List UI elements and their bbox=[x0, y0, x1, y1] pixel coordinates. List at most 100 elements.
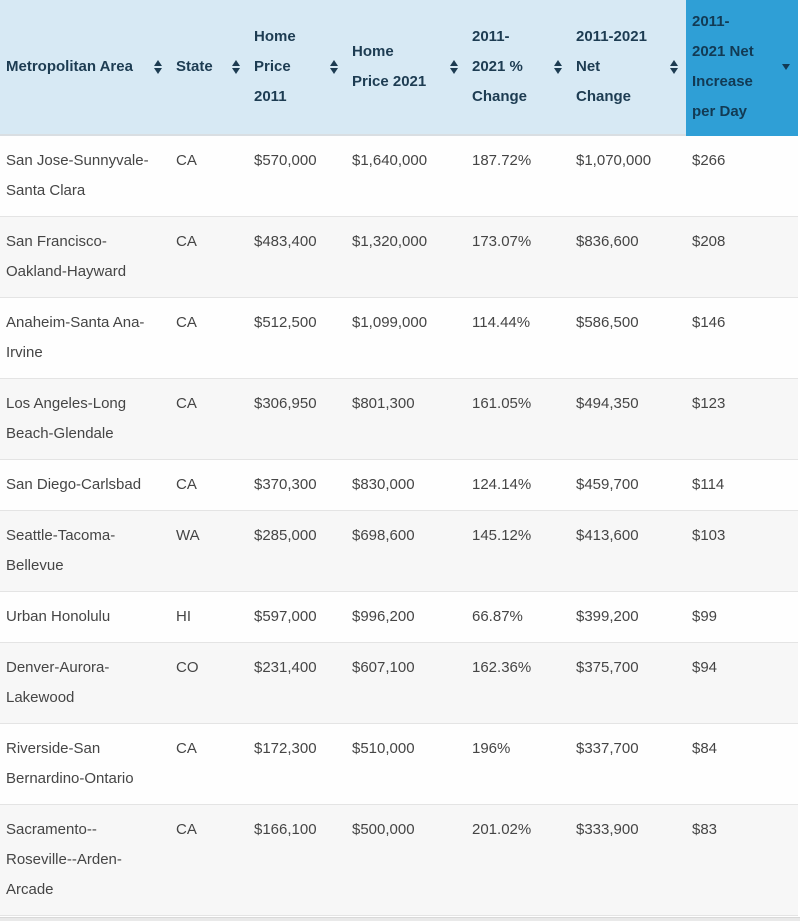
cell-home-price-2011: $306,950 bbox=[248, 378, 346, 460]
triangle-up bbox=[450, 60, 458, 66]
cell-home-price-2011: $483,400 bbox=[248, 216, 346, 298]
column-header-home-price-2011[interactable]: Home Price 2011 bbox=[248, 0, 346, 136]
cell-state: HI bbox=[170, 591, 248, 643]
table-row: Sacramento--Roseville--Arden-Arcade CA $16… bbox=[0, 804, 798, 916]
cell-metropolitan-area: Riverside-San Bernardino-Ontario bbox=[0, 723, 170, 805]
column-header-label: Metropolitan Area bbox=[6, 58, 133, 75]
triangle-down bbox=[450, 68, 458, 74]
sort-both-icon[interactable] bbox=[670, 60, 678, 74]
cell-home-price-2011: $166,100 bbox=[248, 804, 346, 916]
bottom-scrollbar-track[interactable] bbox=[0, 917, 800, 921]
cell-state: WA bbox=[170, 510, 248, 592]
cell-2011-2021-net-change: $375,700 bbox=[570, 642, 686, 724]
cell-net-increase-per-day: $84 bbox=[686, 723, 798, 805]
sort-both-icon[interactable] bbox=[554, 60, 562, 74]
cell-2011-2021-pct-change: 173.07% bbox=[466, 216, 570, 298]
triangle-up bbox=[330, 60, 338, 66]
cell-2011-2021-net-change: $459,700 bbox=[570, 459, 686, 511]
sort-both-icon[interactable] bbox=[330, 60, 338, 74]
cell-home-price-2011: $597,000 bbox=[248, 591, 346, 643]
cell-2011-2021-pct-change: 161.05% bbox=[466, 378, 570, 460]
cell-metropolitan-area: San Diego-Carlsbad bbox=[0, 459, 170, 511]
column-header-content: 2011- 2021 % Change bbox=[472, 22, 564, 112]
cell-home-price-2021: $1,640,000 bbox=[352, 152, 428, 169]
cell-2011-2021-pct-change: 66.87% bbox=[466, 591, 570, 643]
cell-2011-2021-pct-change: 196% bbox=[466, 723, 570, 805]
cell-2011-2021-net-change: $333,900 bbox=[570, 804, 686, 916]
cell-state: CA bbox=[170, 216, 248, 298]
triangle-down bbox=[154, 68, 162, 74]
triangle-up bbox=[554, 60, 562, 66]
column-header-label: Home Price 2021 bbox=[352, 43, 427, 90]
table-row: Urban Honolulu HI $597,000 $996,200 66.87% $3… bbox=[0, 591, 798, 643]
cell-metropolitan-area: Sacramento--Roseville--Arden-Arcade bbox=[0, 804, 170, 916]
table-row: San Jose-Sunnyvale-Santa Clara CA $570,000… bbox=[0, 135, 798, 217]
cell-net-increase-per-day: $123 bbox=[686, 378, 798, 460]
table-row: Anaheim-Santa Ana-Irvine CA $512,500 $1,099… bbox=[0, 297, 798, 379]
cell-net-increase-per-day: $266 bbox=[692, 152, 726, 169]
column-header-2011-2021-net-change[interactable]: 2011-2021 Net Change bbox=[570, 0, 686, 136]
cell-net-increase-per-day: $99 bbox=[686, 591, 798, 643]
cell-metropolitan-area: San Francisco-Oakland-Hayward bbox=[0, 216, 170, 298]
table-row: Denver-Aurora-Lakewood CO $231,400 $607,100… bbox=[0, 642, 798, 724]
cell-state: CA bbox=[176, 152, 197, 169]
table-row: Riverside-San Bernardino-Ontario CA $172,3… bbox=[0, 723, 798, 805]
column-header-label: 2011-2021 Net Change bbox=[576, 28, 647, 105]
cell-state: CO bbox=[170, 642, 248, 724]
cell-home-price-2021: $801,300 bbox=[346, 378, 466, 460]
header-row: Metropolitan Area State Home Price 2011 Hom… bbox=[0, 0, 798, 136]
table-header: Metropolitan Area State Home Price 2011 Hom… bbox=[0, 0, 798, 136]
cell-2011-2021-net-change: $586,500 bbox=[570, 297, 686, 379]
column-header-label: State bbox=[176, 58, 213, 75]
cell-2011-2021-pct-change: 201.02% bbox=[466, 804, 570, 916]
cell-state: CA bbox=[170, 723, 248, 805]
sort-desc-icon[interactable] bbox=[782, 64, 790, 70]
column-header-net-increase-per-day[interactable]: 2011- 2021 Net Increase per Day bbox=[686, 0, 798, 136]
table-row: San Diego-Carlsbad CA $370,300 $830,000 124.… bbox=[0, 459, 798, 511]
cell-home-price-2021: $510,000 bbox=[346, 723, 466, 805]
column-header-label: 2011- 2021 % Change bbox=[472, 28, 528, 105]
cell-home-price-2021: $1,320,000 bbox=[346, 216, 466, 298]
cell-state: CA bbox=[170, 297, 248, 379]
column-header-content: 2011- 2021 Net Increase per Day bbox=[692, 7, 792, 127]
cell-home-price-2011: $231,400 bbox=[248, 642, 346, 724]
sort-both-icon[interactable] bbox=[232, 60, 240, 74]
cell-2011-2021-pct-change: 124.14% bbox=[466, 459, 570, 511]
cell-2011-2021-net-change: $413,600 bbox=[570, 510, 686, 592]
cell-2011-2021-net-change: $337,700 bbox=[570, 723, 686, 805]
cell-metropolitan-area: Los Angeles-Long Beach-Glendale bbox=[0, 378, 170, 460]
cell-home-price-2021: $830,000 bbox=[346, 459, 466, 511]
cell-home-price-2011: $512,500 bbox=[248, 297, 346, 379]
triangle-down bbox=[554, 68, 562, 74]
cell-state: CA bbox=[170, 459, 248, 511]
cell-home-price-2021: $1,099,000 bbox=[346, 297, 466, 379]
sort-both-icon[interactable] bbox=[450, 60, 458, 74]
cell-2011-2021-net-change: $1,070,000 bbox=[576, 152, 652, 169]
cell-net-increase-per-day: $83 bbox=[686, 804, 798, 916]
column-header-content: Home Price 2021 bbox=[352, 37, 460, 97]
cell-net-increase-per-day: $94 bbox=[686, 642, 798, 724]
cell-net-increase-per-day: $146 bbox=[686, 297, 798, 379]
table-row: San Francisco-Oakland-Hayward CA $483,400 $… bbox=[0, 216, 798, 298]
cell-2011-2021-pct-change: 162.36% bbox=[466, 642, 570, 724]
column-header-2011-2021-pct-change[interactable]: 2011- 2021 % Change bbox=[466, 0, 570, 136]
triangle-down bbox=[782, 64, 790, 70]
cell-2011-2021-net-change: $494,350 bbox=[570, 378, 686, 460]
cell-home-price-2021: $500,000 bbox=[346, 804, 466, 916]
cell-metropolitan-area: Urban Honolulu bbox=[0, 591, 170, 643]
cell-net-increase-per-day: $208 bbox=[686, 216, 798, 298]
column-header-home-price-2021[interactable]: Home Price 2021 bbox=[346, 0, 466, 136]
triangle-down bbox=[670, 68, 678, 74]
cell-2011-2021-net-change: $399,200 bbox=[570, 591, 686, 643]
column-header-metropolitan-area[interactable]: Metropolitan Area bbox=[0, 0, 170, 136]
column-header-content: Metropolitan Area bbox=[6, 52, 164, 82]
cell-home-price-2021: $698,600 bbox=[346, 510, 466, 592]
cell-home-price-2021: $996,200 bbox=[346, 591, 466, 643]
cell-home-price-2021: $607,100 bbox=[346, 642, 466, 724]
triangle-up bbox=[154, 60, 162, 66]
cell-2011-2021-net-change: $836,600 bbox=[570, 216, 686, 298]
sort-both-icon[interactable] bbox=[154, 60, 162, 74]
column-header-state[interactable]: State bbox=[170, 0, 248, 136]
